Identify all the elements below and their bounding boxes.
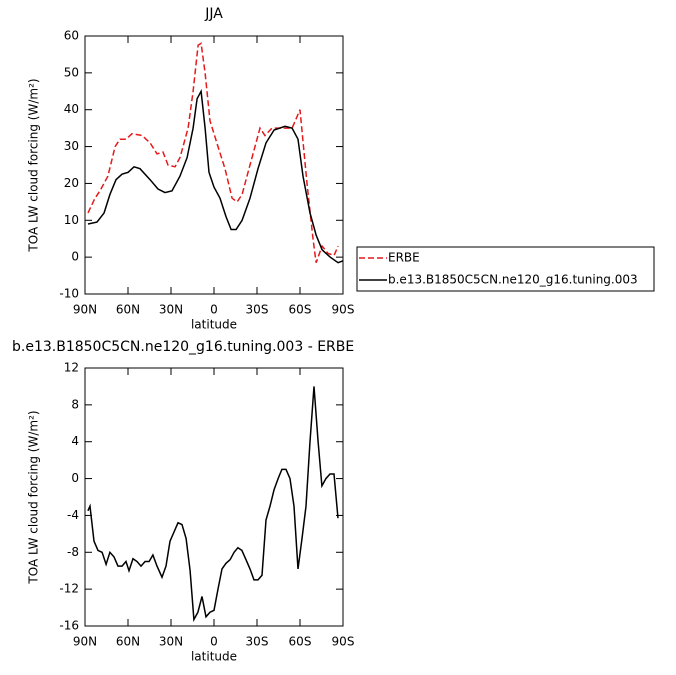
y-tick-label: 40	[64, 102, 79, 116]
y-tick-label: -10	[59, 287, 79, 301]
plot-frame	[84, 367, 344, 627]
chart-title: b.e13.B1850C5CN.ne120_g16.tuning.003 - E…	[12, 339, 354, 355]
y-tick-label: 12	[64, 361, 79, 375]
x-tick-label: 90S	[332, 635, 355, 649]
data-line	[87, 42, 339, 263]
legend-label: b.e13.B1850C5CN.ne120_g16.tuning.003	[388, 273, 638, 287]
x-tick-label: 90S	[332, 303, 355, 317]
x-tick-label: 60N	[116, 635, 140, 649]
x-tick-label: 30N	[159, 303, 183, 317]
legend-box	[356, 246, 655, 292]
y-tick-label: 8	[71, 397, 79, 411]
x-tick-label: 0	[210, 303, 218, 317]
x-tick-label: 60S	[289, 635, 312, 649]
y-tick-label: 10	[64, 213, 79, 227]
x-tick-label: 0	[210, 635, 218, 649]
y-tick-label: 60	[64, 29, 79, 43]
y-tick-label: -8	[67, 545, 79, 559]
x-axis-label: latitude	[191, 650, 237, 664]
y-axis-label: TOA LW cloud forcing (W/m²)	[27, 410, 41, 584]
legend-label: ERBE	[388, 251, 420, 265]
y-tick-label: 0	[71, 471, 79, 485]
y-tick-label: -4	[67, 508, 79, 522]
x-tick-label: 30S	[246, 635, 269, 649]
y-tick-label: 20	[64, 176, 79, 190]
x-tick-label: 90N	[73, 303, 97, 317]
data-line	[87, 386, 339, 623]
y-tick-label: 30	[64, 139, 79, 153]
y-tick-label: 4	[71, 434, 79, 448]
data-line	[87, 88, 344, 264]
x-tick-label: 60S	[289, 303, 312, 317]
y-tick-label: -12	[59, 582, 79, 596]
x-tick-label: 30S	[246, 303, 269, 317]
x-tick-label: 90N	[73, 635, 97, 649]
y-axis-label: TOA LW cloud forcing (W/m²)	[27, 78, 41, 252]
y-tick-label: 0	[71, 250, 79, 264]
y-tick-label: 50	[64, 65, 79, 79]
plot-frame	[84, 35, 344, 295]
x-axis-label: latitude	[191, 318, 237, 332]
chart-title: JJA	[204, 6, 223, 22]
y-tick-label: -16	[59, 619, 79, 633]
x-tick-label: 60N	[116, 303, 140, 317]
x-tick-label: 30N	[159, 635, 183, 649]
